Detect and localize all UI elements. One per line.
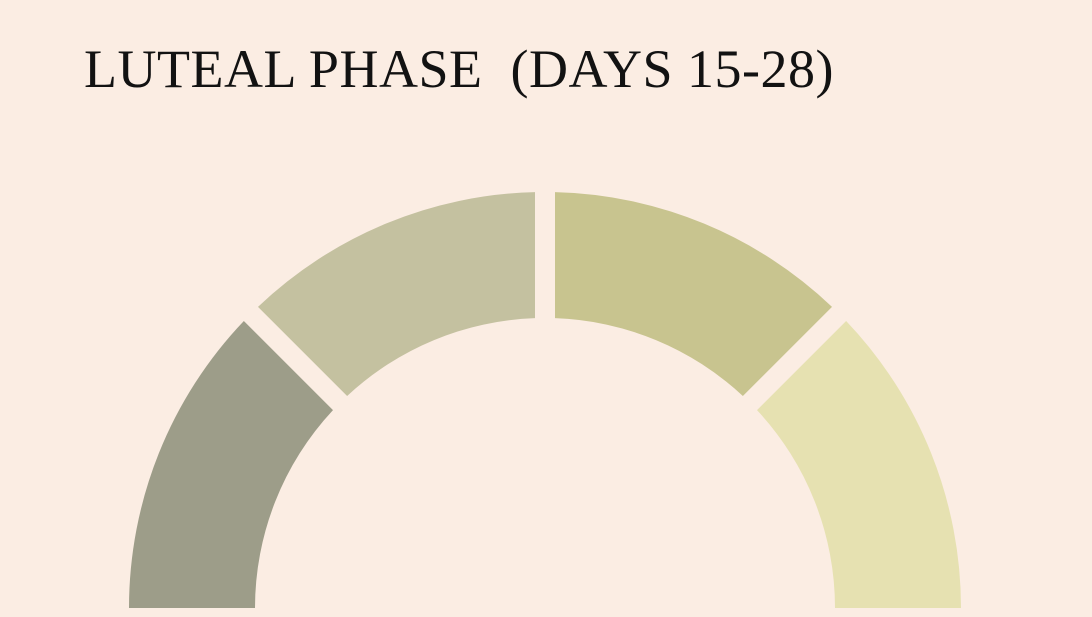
dial-segment-3 xyxy=(554,192,833,396)
page-title: LUTEAL PHASE (DAYS 15-28) xyxy=(84,39,834,99)
dial-segment-4 xyxy=(757,320,961,608)
dial-segment-1 xyxy=(129,320,333,608)
dial-segment-2 xyxy=(257,192,536,396)
